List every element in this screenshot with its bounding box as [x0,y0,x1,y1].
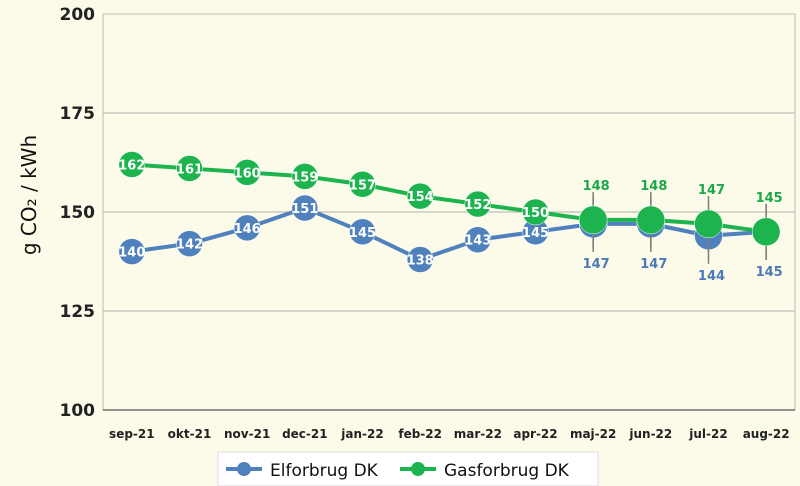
data-labels: 140 142 146 151 145 138 143 145 147 147 144 145 162 1… [118,158,782,283]
data-label: 146 [234,222,261,237]
data-point [694,209,723,239]
data-point [578,205,608,235]
legend-marker [411,462,425,476]
x-tick-label: jun-22 [628,427,672,441]
x-tick-label: dec-21 [282,427,328,441]
x-tick-label: feb-22 [398,427,442,441]
data-point [464,226,492,253]
x-tick-label: mar-22 [454,427,502,441]
data-point [176,155,203,182]
data-label: 145 [349,226,376,241]
series [118,151,781,273]
x-tick-label: maj-22 [570,427,616,441]
y-tick-label: 175 [60,104,96,124]
data-label: 148 [640,179,667,194]
data-label: 145 [522,226,549,241]
axes: 100 125 150 175 200 sep-21 okt-21 nov-21 dec-21 j… [60,5,796,441]
data-point [522,198,549,226]
x-tick-label: jan-22 [340,427,383,441]
data-label: 147 [583,257,610,272]
data-point [233,214,261,242]
legend-marker [237,462,251,476]
data-label: 151 [291,202,318,217]
data-label: 152 [464,198,491,213]
x-tick-label: aug-22 [743,427,790,441]
x-tick-label: jul-22 [688,427,727,441]
data-label: 145 [756,191,783,206]
data-label: 150 [522,206,549,221]
x-tick-label: apr-22 [513,427,557,441]
data-point [176,230,203,257]
data-label: 138 [407,254,434,269]
data-label: 147 [640,257,667,272]
y-tick-label: 125 [60,302,96,322]
x-tick-label: nov-21 [224,427,270,441]
data-point [464,190,492,218]
y-tick-label: 200 [60,5,96,25]
y-tick-label: 150 [60,203,96,223]
data-point [349,171,376,198]
data-point [233,159,261,186]
data-label: 162 [118,158,145,173]
gridlines [103,112,795,312]
x-tick-label: sep-21 [109,427,155,441]
data-point [291,194,319,222]
data-point [291,163,319,190]
data-label: 154 [407,190,434,205]
data-label: 140 [118,246,145,261]
data-label: 159 [291,170,318,185]
y-axis-label: g CO₂ / kWh [17,135,41,255]
data-point [406,246,434,273]
legend-label: Elforbrug DK [270,461,379,481]
data-label: 161 [176,162,203,177]
data-label: 147 [698,183,725,198]
x-tick-label: okt-21 [168,427,212,441]
data-label: 145 [756,265,783,280]
legend-label: Gasforbrug DK [444,461,570,481]
data-label: 160 [234,166,261,181]
data-label: 148 [583,179,610,194]
data-label: 142 [176,238,203,253]
data-label: 143 [464,234,491,249]
data-point [406,182,434,210]
data-point [636,205,666,235]
y-tick-label: 100 [60,401,96,421]
data-point [751,217,781,247]
data-point [118,238,146,265]
legend: Elforbrug DK Gasforbrug DK [217,451,599,486]
data-label: 144 [698,269,725,284]
data-point [349,218,376,246]
data-point [118,151,146,178]
data-label: 157 [349,178,376,193]
